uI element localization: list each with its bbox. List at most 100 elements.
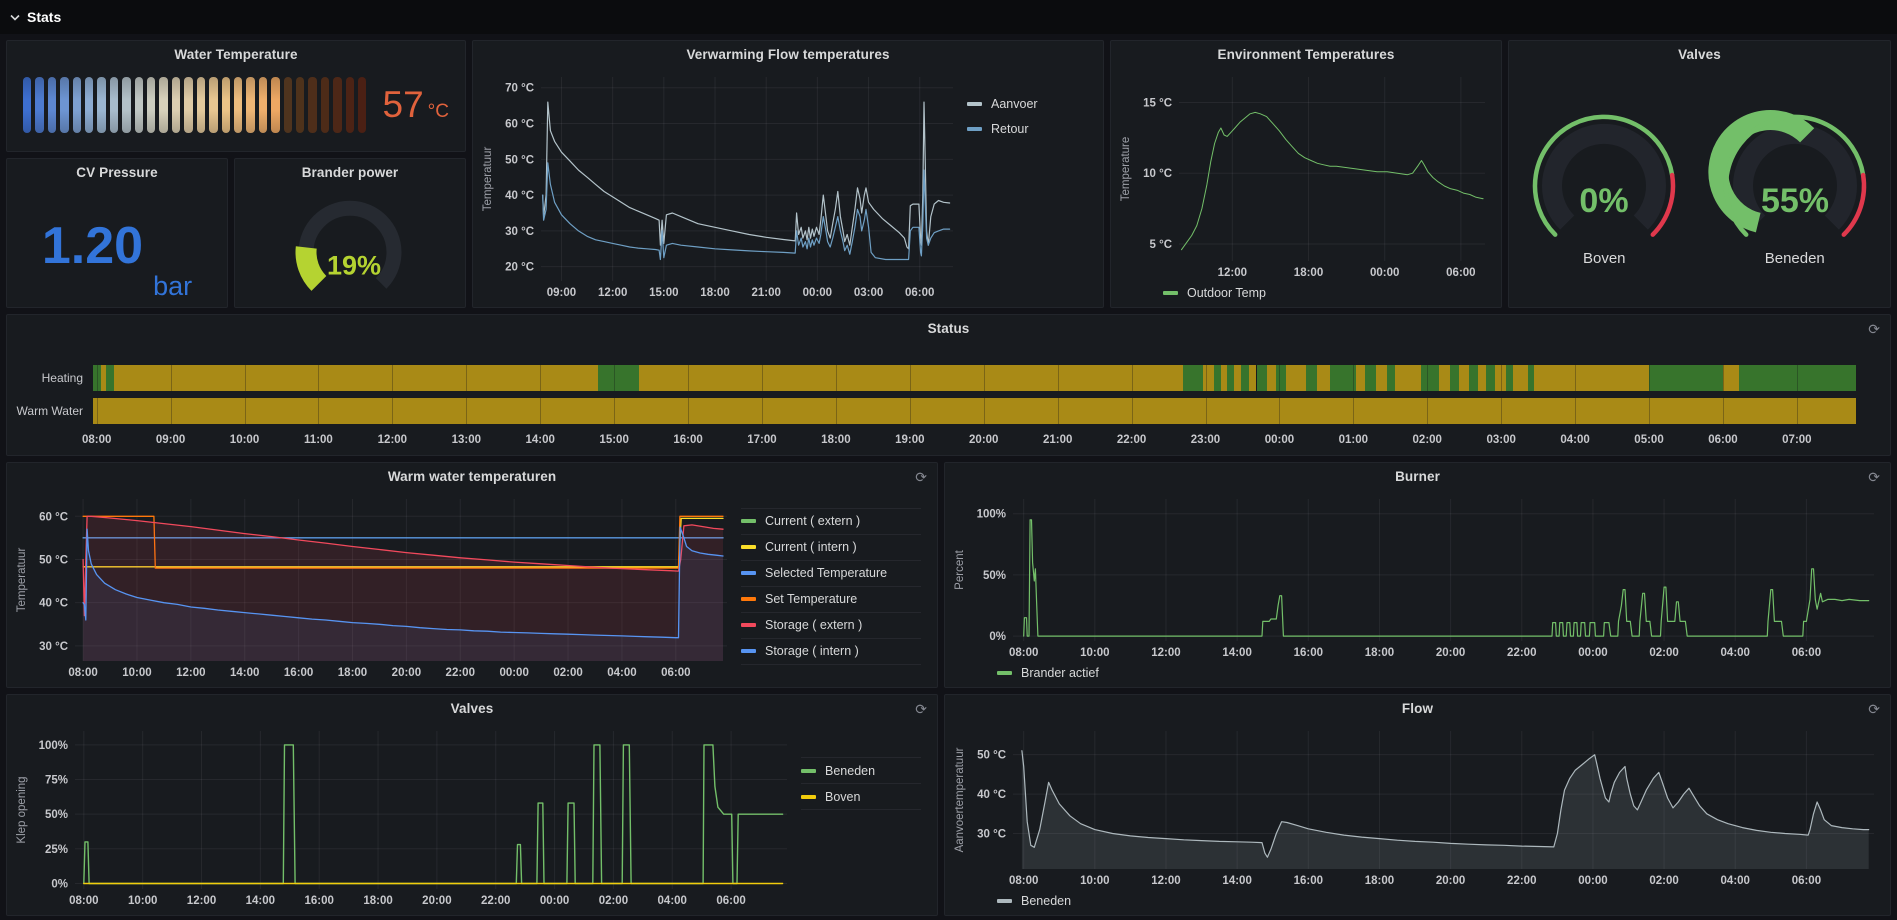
grid-line xyxy=(761,365,763,391)
panel-header[interactable]: Burner xyxy=(945,463,1890,489)
svg-text:16:00: 16:00 xyxy=(284,667,313,679)
flow-chart[interactable]: 08:00 10:00 12:00 14:00 16:00 18:00 20:00 22:00… xyxy=(951,721,1884,891)
svg-text:Aanvoertemperatuur: Aanvoertemperatuur xyxy=(954,747,966,852)
timeline-segment xyxy=(1183,365,1203,391)
refresh-icon[interactable]: ⟳ xyxy=(915,701,927,717)
environment-chart[interactable]: 12:00 18:00 00:00 06:00 5 °C 10 °C 15 °C Temper… xyxy=(1117,67,1495,283)
legend-item-current-extern[interactable]: Current ( extern ) xyxy=(741,507,921,535)
svg-text:02:00: 02:00 xyxy=(1649,875,1678,887)
lane-label: Warm Water xyxy=(16,404,83,418)
legend-item-beneden[interactable]: Beneden xyxy=(801,757,921,784)
panel-header[interactable]: Warm water temperaturen xyxy=(7,463,937,489)
svg-text:18:00: 18:00 xyxy=(700,287,729,299)
svg-text:14:00: 14:00 xyxy=(246,895,275,907)
status-timeline[interactable]: Heating Warm Water 08:00 09:00 10:00 11:00 12:… xyxy=(7,341,1890,455)
panel-header[interactable]: Status xyxy=(7,315,1890,341)
panel-title: Valves xyxy=(450,700,494,716)
grid-line xyxy=(540,398,542,424)
grid-line xyxy=(96,398,98,424)
panel-header[interactable]: Verwarming Flow temperatures xyxy=(473,41,1103,67)
axis-tick-label: 07:00 xyxy=(1782,434,1812,446)
timeline-segment xyxy=(1221,365,1227,391)
axis-tick-label: 11:00 xyxy=(304,434,333,446)
legend-swatch xyxy=(741,571,756,575)
legend-item-current-intern[interactable]: Current ( intern ) xyxy=(741,535,921,561)
bar-gauge-cell xyxy=(295,77,305,133)
legend-item-beneden[interactable]: Beneden xyxy=(997,889,1071,914)
svg-text:06:00: 06:00 xyxy=(716,895,745,907)
refresh-icon[interactable]: ⟳ xyxy=(1868,469,1880,485)
svg-text:100%: 100% xyxy=(977,509,1006,521)
legend-item-storage-intern[interactable]: Storage ( intern ) xyxy=(741,639,921,665)
chart-canvas: 09:00 12:00 15:00 18:00 21:00 00:00 03:00 06:00… xyxy=(482,77,953,299)
grid-line xyxy=(761,398,763,424)
timeline-segment xyxy=(1276,365,1287,391)
valves-chart[interactable]: 08:00 10:00 12:00 14:00 16:00 18:00 20:00 22:00… xyxy=(13,721,797,911)
bar-gauge-cell xyxy=(147,77,156,133)
legend-item-boven[interactable]: Boven xyxy=(801,784,921,810)
legend-item-selected-temperature[interactable]: Selected Temperature xyxy=(741,561,921,587)
gauge-label: Boven xyxy=(1582,249,1626,267)
axis-tick-label: 22:00 xyxy=(1116,434,1147,446)
gauge-beneden: 55% Beneden xyxy=(1707,100,1883,267)
bar-gauge-cell xyxy=(246,77,255,133)
svg-text:50 °C: 50 °C xyxy=(39,554,68,566)
timeline-lane-warm-water: Warm Water xyxy=(13,398,1856,424)
svg-text:18:00: 18:00 xyxy=(1294,267,1323,279)
axis-tick-label: 17:00 xyxy=(747,434,777,446)
legend-item-retour[interactable]: Retour xyxy=(967,116,1087,141)
verwarming-chart[interactable]: 09:00 12:00 15:00 18:00 21:00 00:00 03:00 06:00… xyxy=(479,67,963,303)
svg-text:06:00: 06:00 xyxy=(1792,647,1821,659)
svg-text:20:00: 20:00 xyxy=(422,895,451,907)
legend-item-set-temperature[interactable]: Set Temperature xyxy=(741,587,921,613)
timeline-segment xyxy=(597,365,640,391)
timeline-segment xyxy=(1420,365,1440,391)
lane-track[interactable] xyxy=(93,398,1856,424)
panel-header[interactable]: Valves xyxy=(1509,41,1890,67)
legend-swatch xyxy=(967,101,982,106)
grid-line xyxy=(170,365,172,391)
panel-burner: Burner ⟳ 08:00 10:00 12:00 14:00 16:00 18:00 2… xyxy=(944,462,1891,688)
refresh-icon[interactable]: ⟳ xyxy=(915,469,927,485)
bar-gauge-cell xyxy=(159,77,168,133)
panel-header[interactable]: CV Pressure xyxy=(7,159,227,185)
legend-item-aanvoer[interactable]: Aanvoer xyxy=(967,91,1087,116)
warm-water-chart[interactable]: 08:00 10:00 12:00 14:00 16:00 18:00 20:00 22:00… xyxy=(13,489,737,683)
legend-item-storage-extern[interactable]: Storage ( extern ) xyxy=(741,613,921,639)
svg-text:12:00: 12:00 xyxy=(598,287,627,299)
svg-text:22:00: 22:00 xyxy=(481,895,510,907)
row-title: Stats xyxy=(27,9,62,25)
panel-header[interactable]: Water Temperature xyxy=(7,41,465,67)
svg-text:08:00: 08:00 xyxy=(1009,875,1038,887)
refresh-icon[interactable]: ⟳ xyxy=(1868,701,1880,717)
panel-header[interactable]: Brander power xyxy=(235,159,465,185)
timeline-segment xyxy=(1722,365,1740,391)
legend-item-brander-actief[interactable]: Brander actief xyxy=(997,661,1099,686)
svg-text:20 °C: 20 °C xyxy=(505,262,534,274)
svg-text:10:00: 10:00 xyxy=(1080,647,1109,659)
refresh-icon[interactable]: ⟳ xyxy=(1868,321,1880,337)
grid-line xyxy=(1649,398,1651,424)
legend-item-outdoor-temp[interactable]: Outdoor Temp xyxy=(1163,281,1266,306)
dashboard-row-header[interactable]: Stats xyxy=(0,0,1897,34)
grid-line xyxy=(1649,365,1651,391)
gauge-boven: 0% Boven xyxy=(1516,100,1692,267)
legend-swatch xyxy=(741,623,756,627)
svg-text:00:00: 00:00 xyxy=(499,667,528,679)
panel-header[interactable]: Valves xyxy=(7,695,937,721)
panel-header[interactable]: Environment Temperatures xyxy=(1111,41,1501,67)
burner-chart[interactable]: 08:00 10:00 12:00 14:00 16:00 18:00 20:00 22:00… xyxy=(951,489,1884,663)
legend-swatch xyxy=(997,899,1012,903)
panel-header[interactable]: Flow xyxy=(945,695,1890,721)
lane-track[interactable] xyxy=(93,365,1856,391)
gauge-canvas: 19% xyxy=(295,200,402,291)
timeline-segment xyxy=(1468,365,1479,391)
timeline-segment xyxy=(1240,365,1250,391)
grid-line xyxy=(1279,398,1281,424)
svg-text:04:00: 04:00 xyxy=(658,895,687,907)
svg-text:00:00: 00:00 xyxy=(540,895,569,907)
bar-gauge-cell xyxy=(35,77,44,133)
axis-tick-label: 18:00 xyxy=(821,434,851,446)
panel-water-temperature: Water Temperature 57 °C xyxy=(6,40,466,152)
svg-text:60 °C: 60 °C xyxy=(39,511,68,523)
